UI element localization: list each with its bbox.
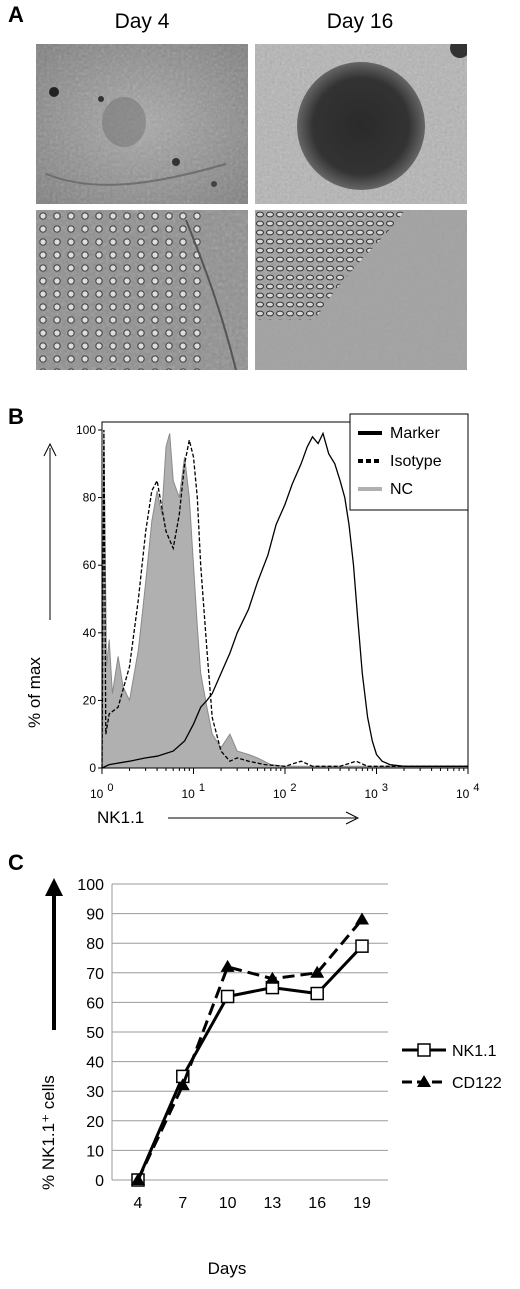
y-tick-label: 10: [86, 1143, 104, 1160]
y-tick-label: 100: [77, 877, 104, 894]
x-axis-arrowhead: [345, 811, 360, 825]
x-axis-label: NK1.1: [97, 808, 144, 827]
panel-c-letter: C: [8, 850, 24, 875]
y-axis-label: % NK1.1⁺ cells: [39, 1075, 58, 1190]
x-axis-label: Days: [208, 1259, 247, 1278]
y-tick-label: 60: [83, 558, 97, 572]
y-tick-label: 50: [86, 1025, 104, 1042]
series-nk11-line: [136, 945, 364, 1181]
legend: NK1.1 CD122: [402, 1043, 502, 1092]
series-isotype-line: [101, 429, 468, 769]
day-16-label: Day 16: [326, 10, 394, 33]
line-chart: 0 10 20 30 40 50 60 70 80 90 100 4 7 10 13 16 19 Days % NK…: [39, 877, 502, 1278]
micrograph-day4-bottom: [36, 210, 248, 370]
legend-label-marker: Marker: [390, 425, 440, 442]
point-cd122: [310, 965, 325, 978]
x-tick-label: 10 2: [273, 782, 296, 801]
y-axis-arrowhead: [43, 442, 57, 457]
x-tick-label: 10: [219, 1195, 237, 1212]
legend-marker-nk11: [417, 1043, 431, 1057]
histogram-chart: 0 20 40 60 80 100 10 0 10 1 10 2 10 3 10 4 % of max NK1.1…: [25, 413, 479, 827]
point-cd122: [131, 1173, 145, 1185]
panel-b-letter: B: [8, 404, 24, 429]
y-tick-label: 0: [89, 761, 96, 775]
y-tick-label: 100: [76, 423, 96, 437]
point-cd122: [220, 959, 235, 972]
y-tick-label: 30: [86, 1084, 104, 1101]
point-nk11: [355, 939, 369, 953]
y-tick-label: 90: [86, 907, 104, 924]
y-tick-label: 0: [95, 1173, 104, 1190]
point-nk11: [220, 989, 235, 1004]
legend-label-nc: NC: [390, 481, 413, 498]
series-cd122-line: [136, 918, 364, 1181]
micrograph-day16-top: [255, 44, 467, 204]
y-tick-label: 60: [86, 995, 104, 1012]
x-tick-label: 13: [264, 1195, 282, 1212]
day-4-label: Day 4: [114, 10, 170, 33]
y-axis-arrowhead: [45, 878, 63, 896]
x-tick-label: 10 1: [182, 782, 205, 801]
legend-label-cd122: CD122: [452, 1075, 502, 1092]
legend-label-isotype: Isotype: [390, 453, 442, 470]
point-cd122: [175, 1078, 190, 1091]
y-tick-label: 20: [86, 1114, 104, 1131]
legend: Marker Isotype NC: [349, 413, 469, 511]
x-tick-label: 10 0: [90, 782, 113, 801]
micrograph-day16-bottom: [255, 210, 467, 370]
series-marker-line: [101, 431, 468, 769]
x-tick-label: 16: [308, 1195, 326, 1212]
series-nc-area: [101, 429, 469, 769]
y-tick-label: 40: [83, 626, 97, 640]
y-tick-label: 80: [86, 936, 104, 953]
point-nk11: [310, 986, 324, 1001]
y-tick-label: 70: [86, 966, 104, 983]
y-tick-label: 20: [83, 693, 97, 707]
y-tick-label: 40: [86, 1055, 104, 1072]
legend-label-nk11: NK1.1: [452, 1043, 497, 1060]
x-tick-label: 19: [353, 1195, 371, 1212]
micrograph-day4-top: [36, 44, 248, 204]
panel-a-letter: A: [8, 2, 24, 27]
point-cd122: [355, 912, 369, 925]
x-tick-label: 10 4: [456, 782, 479, 801]
x-tick-label: 4: [134, 1195, 143, 1212]
y-axis-label: % of max: [25, 657, 44, 728]
x-tick-label: 7: [178, 1195, 187, 1212]
legend-marker-cd122: [417, 1075, 431, 1087]
y-tick-label: 80: [83, 491, 97, 505]
point-cd122: [265, 971, 280, 984]
x-tick-label: 10 3: [365, 782, 388, 801]
